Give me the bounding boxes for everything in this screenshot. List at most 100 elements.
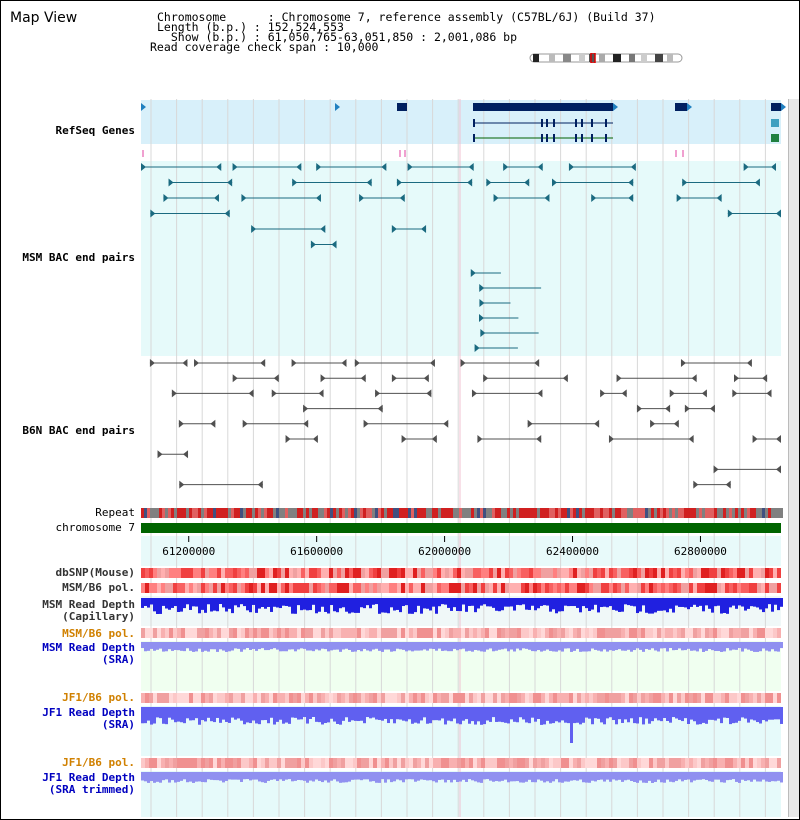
track-label-msm-b6-pol[interactable]: MSM/B6 pol.	[62, 581, 135, 594]
jf1-b6-pol-cell	[425, 693, 429, 703]
jf1-depth-sra-bar	[174, 707, 177, 723]
track-label-b6n-bac[interactable]: B6N BAC end pairs	[22, 424, 135, 437]
msm-depth-cap-bar	[660, 598, 663, 611]
jf1-depth-sra-bar	[726, 707, 729, 718]
repeat-segment	[519, 508, 522, 518]
repeat-segment	[426, 508, 429, 518]
msm-b6-pol-sra-cell	[257, 628, 261, 638]
msm-b6-pol-sra-cell	[545, 628, 549, 638]
msm-b6-pol-sra-cell	[745, 628, 749, 638]
msm-depth-cap-bar	[654, 598, 657, 613]
msm-b6-pol-sra-cell	[353, 628, 357, 638]
repeat-segment	[531, 508, 534, 518]
dbsnp-cell	[333, 568, 337, 578]
repeat-segment	[291, 508, 294, 518]
jf1-depth-sra-bar	[267, 707, 270, 724]
dbsnp-cell	[769, 568, 773, 578]
msm-b6-pol-cell	[345, 583, 349, 593]
msm-depth-sra-bar	[702, 642, 705, 652]
jf1-b6-pol-trim-cell	[557, 758, 561, 768]
msm-depth-cap-bar	[579, 598, 582, 613]
msm-b6-pol-sra-cell	[205, 628, 209, 638]
track-label-jf1-b6-pol-trim[interactable]: JF1/B6 pol.	[62, 756, 135, 769]
repeat-segment	[285, 508, 288, 518]
jf1-b6-pol-trim-cell	[733, 758, 737, 768]
msm-depth-cap-bar	[390, 598, 393, 608]
jf1-depth-trim-bar	[180, 772, 183, 781]
repeat-segment	[762, 508, 765, 518]
jf1-depth-sra-bar	[195, 707, 198, 719]
msm-depth-cap-bar	[420, 598, 423, 614]
msm-b6-pol-sra-cell	[585, 628, 589, 638]
jf1-depth-sra-bar	[417, 707, 420, 724]
repeat-segment	[447, 508, 450, 518]
track-label-jf1-depth-sra[interactable]: JF1 Read Depth (SRA)	[42, 706, 135, 731]
jf1-depth-trim-bar	[696, 772, 699, 780]
msm-depth-sra-bar	[747, 642, 750, 650]
jf1-depth-sra-bar	[540, 707, 543, 725]
msm-depth-cap-bar	[396, 598, 399, 610]
repeat-segment	[435, 508, 438, 518]
jf1-b6-pol-trim-cell	[453, 758, 457, 768]
track-label-dbsnp[interactable]: dbSNP(Mouse)	[55, 566, 135, 579]
b6n-bac-pair-end	[257, 480, 263, 489]
repeat-segment	[465, 508, 468, 518]
msm-depth-cap-bar	[366, 598, 369, 606]
track-label-jf1-b6-pol[interactable]: JF1/B6 pol.	[62, 691, 135, 704]
msm-depth-cap-bar	[150, 598, 153, 605]
jf1-b6-pol-trim-cell	[377, 758, 381, 768]
jf1-depth-sra-bar	[369, 707, 372, 719]
msm-depth-sra-bar	[546, 642, 549, 650]
track-label-msm-depth-sra[interactable]: MSM Read Depth (SRA)	[42, 641, 135, 666]
jf1-b6-pol-trim-cell	[669, 758, 673, 768]
b6n-bac-pair-end	[636, 404, 642, 413]
msm-b6-pol-cell	[465, 583, 469, 593]
msm-b6-pol-sra-cell	[737, 628, 741, 638]
jf1-b6-pol-trim-cell	[657, 758, 661, 768]
repeat-segment	[534, 508, 537, 518]
repeat-segment	[375, 508, 378, 518]
repeat-segment	[498, 508, 501, 518]
jf1-b6-pol-cell	[609, 693, 613, 703]
track-label-chromosome[interactable]: chromosome 7	[55, 521, 135, 534]
msm-depth-cap-bar	[564, 598, 567, 606]
repeat-segment	[153, 508, 156, 518]
track-label-repeat[interactable]: Repeat	[95, 506, 135, 519]
jf1-depth-sra-bar	[471, 707, 474, 722]
chromosome-ideogram[interactable]	[529, 53, 683, 63]
msm-bac-pair-end	[396, 178, 402, 187]
jf1-depth-sra-bar	[771, 707, 774, 720]
msm-b6-pol-cell	[433, 583, 437, 593]
jf1-depth-sra-bar	[219, 707, 222, 723]
msm-b6-pol-cell	[393, 583, 397, 593]
vertical-scrollbar[interactable]	[788, 99, 799, 817]
msm-b6-pol-sra-cell	[401, 628, 405, 638]
jf1-depth-trim-bar	[513, 772, 516, 782]
track-label-jf1-depth-trim[interactable]: JF1 Read Depth (SRA trimmed)	[42, 771, 135, 796]
track-label-msm-b6-pol-sra[interactable]: MSM/B6 pol.	[62, 627, 135, 640]
msm-b6-pol-cell	[253, 583, 257, 593]
track-label-refseq[interactable]: RefSeq Genes	[55, 124, 135, 137]
msm-bac-pair-end	[682, 178, 688, 187]
jf1-b6-pol-cell	[257, 693, 261, 703]
jf1-b6-pol-cell	[489, 693, 493, 703]
msm-b6-pol-cell	[485, 583, 489, 593]
jf1-depth-sra-bar	[216, 707, 219, 718]
msm-depth-sra-bar	[474, 642, 477, 650]
jf1-depth-sra-bar	[423, 707, 426, 718]
jf1-b6-pol-trim-cell	[501, 758, 505, 768]
repeat-segment	[570, 508, 573, 518]
jf1-depth-trim-bar	[495, 772, 498, 782]
msm-depth-sra-bar	[621, 642, 624, 651]
jf1-depth-sra-bar	[213, 707, 216, 723]
track-label-msm-bac[interactable]: MSM BAC end pairs	[22, 251, 135, 264]
dbsnp-cell	[401, 568, 405, 578]
jf1-depth-sra-bar	[306, 707, 309, 724]
msm-depth-cap-bar	[477, 598, 480, 609]
msm-b6-pol-sra-cell	[297, 628, 301, 638]
jf1-b6-pol-cell	[293, 693, 297, 703]
track-label-msm-depth-capillary[interactable]: MSM Read Depth (Capillary)	[42, 598, 135, 623]
jf1-depth-sra-bar	[243, 707, 246, 725]
jf1-b6-pol-trim-cell	[613, 758, 617, 768]
